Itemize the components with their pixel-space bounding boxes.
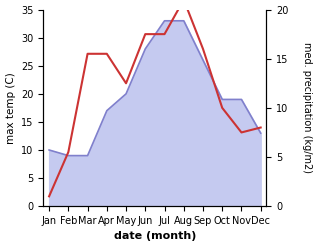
Y-axis label: med. precipitation (kg/m2): med. precipitation (kg/m2)	[302, 42, 313, 173]
Y-axis label: max temp (C): max temp (C)	[5, 72, 16, 144]
X-axis label: date (month): date (month)	[114, 231, 196, 242]
